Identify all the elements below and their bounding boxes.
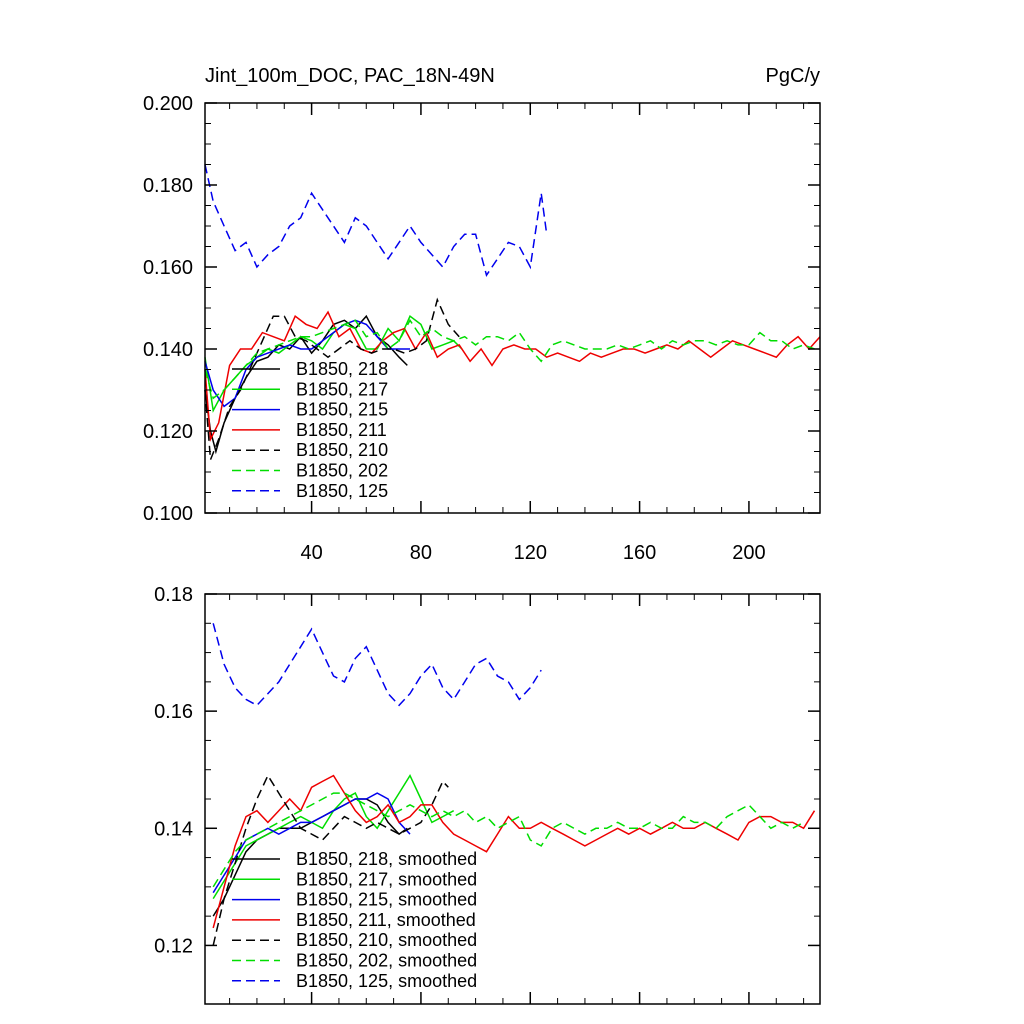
bottom-series-b1850-210-smoothed [212,774,449,946]
bottom-legend-label: B1850, 210, smoothed [296,930,477,950]
top-xtick-label: 80 [410,542,432,564]
top-ticks-layer: 0.100 0.120 0.140 0.160 0.180 0.200 40 80 120 160… [143,93,820,564]
bottom-legend-label: B1850, 215, smoothed [296,890,477,910]
top-legend-label: B1850, 218 [296,359,388,379]
bottom-panel: 0.120.140.160.18 B1850, 218, smoothedB18… [154,584,821,1005]
bottom-ticks-layer: 0.12 0.14 0.16 0.18 [154,584,820,1004]
top-legend-label: B1850, 215 [296,400,388,420]
bottom-series-b1850-202-smoothed [212,792,804,888]
bottom-legend-label: B1850, 125, smoothed [296,971,477,991]
top-panel: Jint_100m_DOC, PAC_18N-49N PgC/y 0.1000.… [143,65,821,564]
top-ytick-label: 0.120 [143,421,193,443]
top-legend-label: B1850, 217 [296,379,388,399]
top-ytick-label: 0.100 [143,503,193,525]
top-series-b1850-211 [204,310,821,442]
bottom-legend-label: B1850, 217, smoothed [296,869,477,889]
top-legend-label: B1850, 210 [296,440,388,460]
bottom-legend-label: B1850, 218, smoothed [296,849,477,869]
chart-title: Jint_100m_DOC, PAC_18N-49N [205,65,495,87]
top-series-b1850-202 [204,318,815,400]
top-ytick-label: 0.160 [143,257,193,279]
bottom-ytick-label: 0.12 [154,935,193,957]
top-series-b1850-125 [204,164,548,277]
top-xtick-label: 200 [732,542,765,564]
bottom-series-b1850-125-smoothed [212,623,542,707]
top-xtick-label: 120 [514,542,547,564]
bottom-ytick-label: 0.16 [154,701,193,723]
bottom-series-layer [212,623,816,946]
units-label: PgC/y [766,65,820,87]
top-legend-label: B1850, 202 [296,461,388,481]
top-ytick-label: 0.140 [143,339,193,361]
top-xtick-label: 160 [623,542,656,564]
bottom-ytick-label: 0.14 [154,818,193,840]
top-legend-label: B1850, 125 [296,481,388,501]
top-xtick-label: 40 [300,542,322,564]
bottom-legend-label: B1850, 211, smoothed [296,910,476,930]
bottom-legend-label: B1850, 202, smoothed [296,951,477,971]
top-series-b1850-215 [204,319,410,408]
bottom-series-b1850-211-smoothed [212,774,816,929]
top-ytick-label: 0.200 [143,93,193,115]
top-ytick-label: 0.180 [143,175,193,197]
top-legend-label: B1850, 211 [296,420,387,440]
bottom-ytick-label: 0.18 [154,584,193,606]
